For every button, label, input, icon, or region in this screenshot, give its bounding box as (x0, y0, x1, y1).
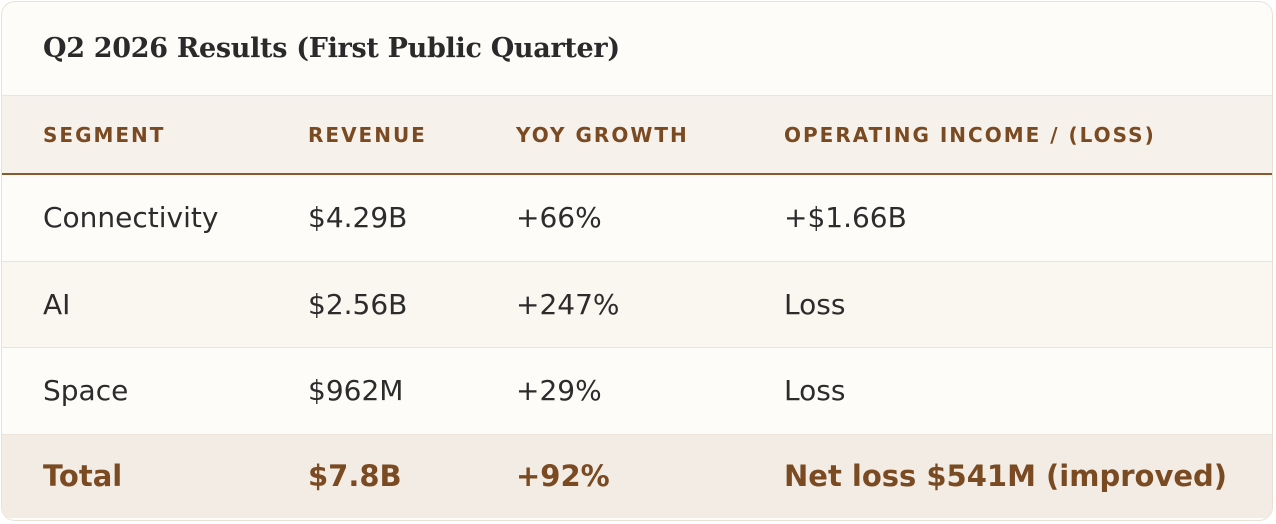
total-revenue: $7.8B (308, 459, 402, 494)
cell-segment: Space (2, 347, 308, 435)
cell-segment: Connectivity (2, 174, 308, 262)
cell-revenue: $962M (308, 347, 516, 435)
cell-operating-income: Loss (784, 261, 1272, 348)
cell-operating-income: +$1.66B (784, 174, 1272, 262)
total-label: Total (43, 459, 123, 494)
cell-yoy-growth: +29% (516, 347, 784, 435)
header-row: SEGMENT REVENUE YOY GROWTH OPERATING INC… (2, 96, 1272, 175)
total-operating-income: Net loss $541M (improved) (784, 459, 1228, 494)
table-row: Connectivity $4.29B +66% +$1.66B (2, 174, 1272, 262)
cell-revenue: $4.29B (308, 174, 516, 262)
column-header-segment: SEGMENT (2, 96, 308, 175)
results-table: SEGMENT REVENUE YOY GROWTH OPERATING INC… (2, 96, 1272, 518)
cell-operating-income: Loss (784, 347, 1272, 435)
total-yoy-growth: +92% (516, 459, 610, 494)
column-header-operating-income: OPERATING INCOME / (LOSS) (784, 96, 1272, 175)
cell-segment: AI (2, 261, 308, 348)
column-header-revenue: REVENUE (308, 96, 516, 175)
column-header-yoy-growth: YOY GROWTH (516, 96, 784, 175)
table-title: Q2 2026 Results (First Public Quarter) (2, 2, 1272, 96)
table-row: AI $2.56B +247% Loss (2, 261, 1272, 348)
table-row: Space $962M +29% Loss (2, 347, 1272, 435)
cell-yoy-growth: +66% (516, 174, 784, 262)
cell-yoy-growth: +247% (516, 261, 784, 348)
total-row: Total $7.8B +92% Net loss $541M (improve… (2, 434, 1272, 518)
cell-revenue: $2.56B (308, 261, 516, 348)
